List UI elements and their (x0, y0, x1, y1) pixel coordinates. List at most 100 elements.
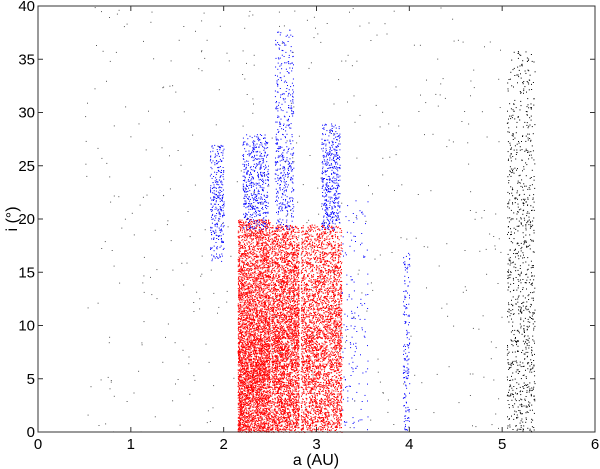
data-point (239, 310, 241, 312)
data-point (251, 285, 252, 287)
data-point (267, 279, 269, 281)
data-point (243, 384, 245, 386)
data-point (256, 278, 258, 280)
data-point (266, 316, 268, 318)
data-point (251, 387, 253, 389)
data-point (266, 419, 268, 421)
data-point (246, 332, 248, 334)
data-point (250, 371, 252, 372)
data-point (240, 328, 242, 330)
data-point (240, 345, 242, 347)
data-point (248, 395, 250, 397)
data-point (261, 371, 263, 373)
data-point (264, 421, 266, 423)
data-point (266, 416, 268, 418)
data-point (250, 317, 252, 319)
data-point (260, 420, 262, 422)
data-point (247, 336, 249, 338)
data-point (253, 419, 255, 420)
data-point (240, 296, 242, 298)
data-point (255, 366, 257, 368)
data-point (248, 346, 250, 348)
data-point (251, 223, 253, 225)
data-point (246, 232, 248, 234)
data-point (237, 236, 239, 238)
data-point (248, 223, 250, 225)
data-point (250, 378, 252, 379)
data-point (248, 428, 250, 430)
data-point (259, 297, 261, 299)
data-point (255, 370, 257, 372)
data-point (263, 284, 265, 286)
data-point (238, 390, 239, 392)
data-point (256, 310, 258, 312)
data-point (244, 345, 246, 347)
data-point (263, 413, 265, 415)
data-point (239, 258, 241, 260)
data-point (242, 358, 244, 360)
data-point (255, 402, 257, 404)
data-point (264, 281, 266, 283)
data-point (255, 323, 257, 325)
data-point (253, 280, 255, 282)
data-point (244, 352, 246, 354)
data-point (255, 266, 257, 268)
data-point (242, 365, 244, 367)
data-point (269, 381, 271, 383)
data-point (240, 390, 242, 392)
data-point (251, 243, 253, 245)
data-point (243, 292, 245, 294)
data-point (250, 274, 252, 275)
data-point (250, 354, 251, 356)
data-point (263, 364, 265, 365)
data-point (244, 225, 246, 226)
data-point (267, 375, 269, 377)
data-point (243, 274, 244, 276)
data-point (247, 424, 249, 426)
data-point (243, 343, 245, 345)
data-point (245, 222, 247, 223)
data-point (266, 267, 268, 269)
data-point (245, 319, 247, 321)
data-point (244, 350, 246, 352)
data-point (238, 369, 240, 371)
data-point (245, 281, 247, 282)
data-point (247, 311, 249, 313)
data-point (244, 233, 246, 235)
data-point (239, 424, 241, 426)
data-point (258, 410, 260, 412)
data-point (256, 297, 258, 299)
data-point (262, 233, 264, 235)
data-point (259, 250, 261, 252)
data-point (256, 342, 258, 344)
data-point (251, 248, 253, 250)
data-point (260, 282, 262, 284)
data-point (249, 230, 251, 232)
data-point (239, 293, 241, 295)
data-point (265, 242, 267, 244)
data-point (243, 429, 245, 431)
data-point (252, 313, 254, 315)
data-point (268, 346, 270, 348)
data-point (238, 343, 240, 345)
data-point (247, 364, 249, 366)
data-point (251, 340, 253, 342)
data-point (252, 272, 253, 274)
data-point (249, 304, 251, 306)
data-point (242, 427, 244, 428)
data-point (248, 298, 250, 300)
data-point (263, 326, 265, 328)
data-point (243, 299, 245, 301)
data-point (250, 256, 252, 258)
data-point (269, 302, 271, 304)
data-point (252, 311, 254, 313)
data-point (244, 426, 246, 428)
data-point (258, 224, 260, 226)
data-point (244, 416, 246, 418)
data-point (247, 392, 249, 394)
data-point (258, 293, 259, 295)
data-point (250, 235, 252, 237)
data-point (248, 283, 250, 285)
data-point (265, 300, 267, 302)
data-point (268, 270, 270, 272)
